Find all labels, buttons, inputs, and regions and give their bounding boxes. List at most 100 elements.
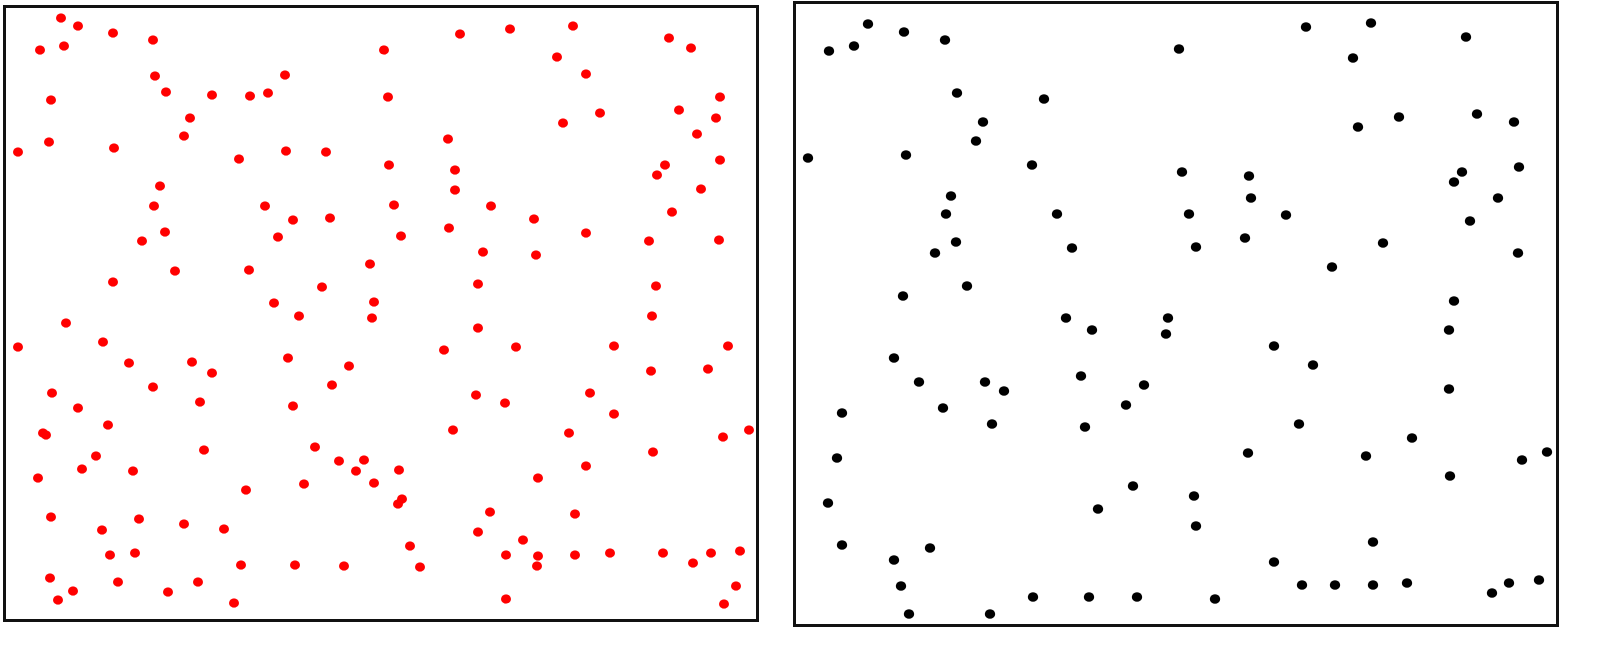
scatter-point [1456,167,1468,177]
scatter-point [35,45,45,55]
scatter-point [735,546,745,556]
scatter-point [688,558,698,568]
scatter-point [130,548,140,558]
scatter-point [134,514,144,524]
scatter-point [595,108,605,118]
scatter-point [1471,109,1483,119]
scatter-point [98,337,108,347]
scatter-point [317,282,327,292]
scatter-point [660,160,670,170]
scatter-point [137,236,147,246]
scatter-point [150,71,160,81]
scatter-point [1360,451,1372,461]
scatter-point [73,403,83,413]
scatter-point [1508,117,1520,127]
scatter-point [1060,313,1072,323]
scatter-point [1367,537,1379,547]
scatter-point [652,170,662,180]
scatter-point [108,277,118,287]
scatter-point [951,88,963,98]
scatter-point [644,236,654,246]
scatter-point [1516,455,1528,465]
scatter-point [379,45,389,55]
scatter-point [47,388,57,398]
scatter-point [365,259,375,269]
scatter-point [327,380,337,390]
scatter-point [97,525,107,535]
scatter-point [344,361,354,371]
scatter-point [977,117,989,127]
scatter-point [674,105,684,115]
scatter-point [1245,193,1257,203]
scatter-point [367,313,377,323]
scatter-point [46,512,56,522]
scatter-point [529,214,539,224]
scatter-point [486,201,496,211]
scatter-point [13,342,23,352]
scatter-point [161,87,171,97]
scatter-point [236,560,246,570]
scatter-point [1079,422,1091,432]
scatter-point [473,527,483,537]
scatter-point [1307,360,1319,370]
scatter-point [1365,18,1377,28]
scatter-point [91,451,101,461]
scatter-point [288,215,298,225]
scatter-point [105,550,115,560]
scatter-point [1293,419,1305,429]
scatter-point [501,550,511,560]
scatter-point [359,455,369,465]
scatter-point [351,466,361,476]
scatter-point [581,69,591,79]
scatter-point [558,118,568,128]
scatter-point [59,41,69,51]
scatter-point [448,425,458,435]
scatter-point [1026,160,1038,170]
scatter-point [888,353,900,363]
scatter-point [1280,210,1292,220]
right-scatter-panel [793,1,1559,627]
scatter-point [299,479,309,489]
scatter-point [1393,112,1405,122]
scatter-point [128,466,138,476]
scatter-point [1131,592,1143,602]
scatter-point [913,377,925,387]
scatter-point [384,160,394,170]
scatter-point [924,543,936,553]
scatter-point [245,91,255,101]
scatter-point [148,35,158,45]
red-points-series [13,13,754,609]
scatter-point [940,209,952,219]
scatter-point [1492,193,1504,203]
scatter-point [109,143,119,153]
scatter-point [979,377,991,387]
scatter-point [1160,329,1172,339]
scatter-point [723,341,733,351]
scatter-point [1448,296,1460,306]
scatter-point [711,113,721,123]
scatter-point [646,366,656,376]
scatter-point [288,401,298,411]
scatter-point [207,368,217,378]
scatter-point [667,207,677,217]
scatter-point [179,519,189,529]
scatter-point [1326,262,1338,272]
scatter-point [455,29,465,39]
scatter-point [46,95,56,105]
scatter-point [692,129,702,139]
scatter-point [664,33,674,43]
scatter-point [1406,433,1418,443]
black-points-series [802,18,1553,619]
scatter-point [478,247,488,257]
scatter-point [511,342,521,352]
scatter-point [195,397,205,407]
scatter-point [937,403,949,413]
scatter-point [283,353,293,363]
scatter-point [290,560,300,570]
scatter-point [900,150,912,160]
scatter-point [1127,481,1139,491]
scatter-point [244,265,254,275]
scatter-point [1188,491,1200,501]
scatter-point [229,598,239,608]
scatter-point [473,279,483,289]
